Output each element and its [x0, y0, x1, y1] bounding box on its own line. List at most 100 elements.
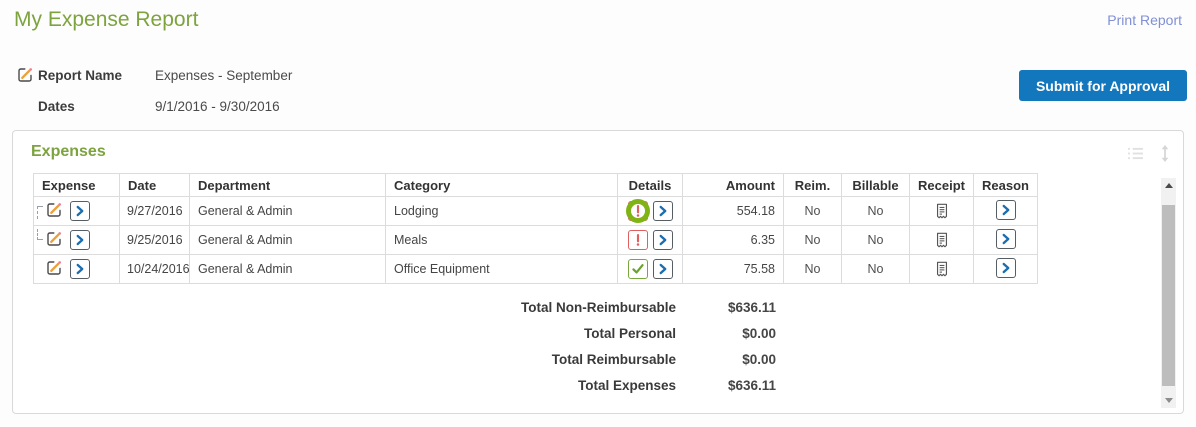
column-header-billable: Billable	[841, 173, 910, 197]
open-expense-icon[interactable]	[70, 230, 90, 250]
column-header-category: Category	[385, 173, 618, 197]
amount-value: 75.58	[743, 262, 775, 276]
department-cell: General & Admin	[189, 254, 386, 284]
edit-report-name-icon[interactable]	[16, 66, 34, 84]
receipt-icon[interactable]	[934, 202, 950, 220]
details-open-icon[interactable]	[652, 230, 673, 250]
total-label: Total Expenses	[577, 377, 676, 393]
receipt-cell	[909, 225, 974, 255]
column-header-reim: Reim.	[783, 173, 842, 197]
total-row: Total Expenses $636.11	[33, 372, 776, 398]
department-value: General & Admin	[198, 204, 293, 218]
billable-value: No	[867, 204, 884, 218]
dates-value: 9/1/2016 - 9/30/2016	[155, 99, 280, 114]
details-open-icon[interactable]	[652, 259, 673, 279]
scrollbar-down-button[interactable]	[1161, 393, 1176, 408]
total-label: Total Non-Reimbursable	[520, 299, 676, 315]
column-header-date: Date	[119, 173, 190, 197]
vertical-resize-icon[interactable]	[1159, 145, 1171, 162]
column-header-expense: Expense	[33, 173, 120, 197]
category-value: Office Equipment	[394, 262, 490, 276]
details-warning-icon[interactable]	[627, 230, 648, 250]
list-view-icon[interactable]	[1127, 147, 1144, 160]
scrollbar-up-button[interactable]	[1161, 178, 1176, 193]
column-header-receipt: Receipt	[909, 173, 974, 197]
details-warning-icon[interactable]	[627, 201, 648, 221]
billable-value: No	[867, 262, 884, 276]
details-cell	[617, 254, 683, 284]
reimbursable-cell: No	[783, 196, 842, 226]
total-value: $636.11	[727, 377, 776, 393]
billable-cell: No	[841, 254, 910, 284]
details-cell	[617, 196, 683, 226]
date-value: 10/24/2016	[127, 262, 190, 276]
total-label: Total Personal	[583, 325, 676, 341]
edit-expense-icon[interactable]	[45, 201, 65, 221]
expense-actions-cell	[33, 254, 120, 284]
total-value: $636.11	[727, 299, 776, 315]
date-cell: 9/25/2016	[119, 225, 190, 255]
column-header-reason: Reason	[973, 173, 1038, 197]
amount-cell: 75.58	[682, 254, 784, 284]
table-row: 10/24/2016 General & Admin Office Equipm…	[33, 254, 1038, 284]
print-report-link[interactable]: Print Report	[1107, 12, 1182, 28]
table-row: 9/27/2016 General & Admin Lodging 554.18…	[33, 196, 1038, 226]
reason-open-icon[interactable]	[995, 258, 1016, 278]
date-value: 9/27/2016	[127, 204, 183, 218]
category-value: Lodging	[394, 204, 439, 218]
reimbursable-cell: No	[783, 254, 842, 284]
column-header-department: Department	[189, 173, 386, 197]
reason-open-icon[interactable]	[995, 200, 1016, 220]
reason-open-icon[interactable]	[995, 229, 1016, 249]
details-open-icon[interactable]	[652, 201, 673, 221]
billable-cell: No	[841, 196, 910, 226]
department-value: General & Admin	[198, 233, 293, 247]
report-name-value: Expenses - September	[155, 67, 293, 83]
table-header-row: Expense Date Department Category Details Amou…	[33, 173, 1038, 197]
receipt-cell	[909, 254, 974, 284]
table-row: 9/25/2016 General & Admin Meals 6.35 No …	[33, 225, 1038, 255]
department-value: General & Admin	[198, 262, 293, 276]
details-cell	[617, 225, 683, 255]
dates-label: Dates	[38, 99, 75, 114]
expense-actions-cell	[33, 225, 120, 255]
total-row: Total Personal $0.00	[33, 320, 776, 346]
amount-cell: 6.35	[682, 225, 784, 255]
edit-expense-icon[interactable]	[45, 230, 65, 250]
receipt-icon[interactable]	[934, 231, 950, 249]
total-value: $0.00	[742, 351, 776, 367]
totals-section: Total Non-Reimbursable $636.11 Total Perso…	[33, 294, 776, 398]
open-expense-icon[interactable]	[70, 259, 90, 279]
edit-expense-icon[interactable]	[45, 259, 65, 279]
itemization-connector	[37, 206, 43, 219]
amount-cell: 554.18	[682, 196, 784, 226]
reason-cell	[973, 254, 1038, 284]
total-row: Total Reimbursable $0.00	[33, 346, 776, 372]
total-row: Total Non-Reimbursable $636.11	[33, 294, 776, 320]
expenses-section-title: Expenses	[31, 143, 106, 160]
date-cell: 9/27/2016	[119, 196, 190, 226]
dates-row: Dates 9/1/2016 - 9/30/2016	[16, 99, 280, 114]
reimbursable-cell: No	[783, 225, 842, 255]
scrollbar-track[interactable]	[1161, 178, 1176, 408]
column-header-details: Details	[617, 173, 683, 197]
expense-actions-cell	[33, 196, 120, 226]
reim-value: No	[804, 262, 821, 276]
receipt-icon[interactable]	[934, 260, 950, 278]
page-title: My Expense Report	[14, 8, 199, 31]
report-name-row: Report Name Expenses - September	[16, 66, 292, 84]
amount-value: 6.35	[750, 233, 775, 247]
submit-for-approval-button[interactable]: Submit for Approval	[1018, 70, 1187, 101]
open-expense-icon[interactable]	[70, 201, 90, 221]
expenses-table: Expense Date Department Category Details Amou…	[33, 173, 1038, 284]
billable-value: No	[867, 233, 884, 247]
category-cell: Office Equipment	[385, 254, 618, 284]
reim-value: No	[804, 233, 821, 247]
total-value: $0.00	[742, 325, 776, 341]
details-check-icon[interactable]	[627, 259, 648, 279]
total-label: Total Reimbursable	[551, 351, 676, 367]
scrollbar-thumb[interactable]	[1162, 205, 1175, 386]
reason-cell	[973, 196, 1038, 226]
date-value: 9/25/2016	[127, 233, 183, 247]
